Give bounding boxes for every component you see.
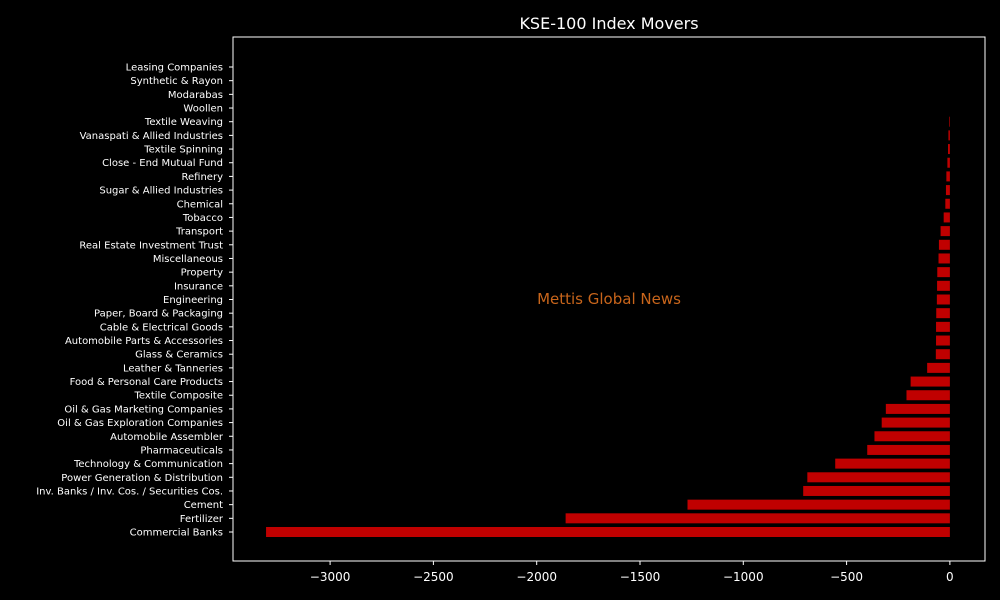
x-tick-label: −1500	[620, 570, 661, 584]
x-tick-label: −1000	[723, 570, 764, 584]
x-tick-label: −2500	[413, 570, 454, 584]
bar	[935, 349, 950, 360]
x-tick-label: −3000	[310, 570, 351, 584]
y-tick-label: Inv. Banks / Inv. Cos. / Securities Cos.	[36, 486, 223, 497]
bar	[946, 171, 950, 182]
bar	[874, 431, 950, 442]
x-tick-label: 0	[946, 570, 954, 584]
bar	[910, 376, 950, 387]
y-tick-label: Textile Composite	[134, 391, 223, 402]
y-tick-label: Tobacco	[182, 213, 223, 224]
y-tick-label: Oil & Gas Marketing Companies	[64, 404, 223, 415]
bar	[948, 130, 950, 141]
y-tick-label: Fertilizer	[180, 514, 224, 525]
bars-group	[266, 116, 950, 537]
bar	[936, 335, 950, 346]
y-tick-label: Vanaspati & Allied Industries	[80, 131, 223, 142]
bar	[949, 116, 950, 127]
y-tick-label: Close - End Mutual Fund	[102, 158, 223, 169]
bar	[835, 458, 950, 469]
y-tick-label: Textile Weaving	[144, 117, 223, 128]
bar	[938, 253, 950, 264]
y-tick-label: Automobile Parts & Accessories	[65, 336, 223, 347]
y-tick-label: Insurance	[174, 281, 223, 292]
bar	[936, 294, 950, 305]
y-tick-label: Sugar & Allied Industries	[99, 186, 223, 197]
bar	[803, 485, 950, 496]
bar	[807, 472, 950, 483]
y-tick-label: Pharmaceuticals	[140, 445, 223, 456]
bar	[565, 513, 950, 524]
bar	[937, 267, 950, 278]
y-tick-label: Modarabas	[168, 90, 223, 101]
bar	[266, 527, 950, 537]
chart-title: KSE-100 Index Movers	[519, 14, 698, 33]
watermark: Mettis Global News	[537, 290, 681, 308]
bar	[938, 239, 950, 250]
x-tick-label: −2000	[516, 570, 557, 584]
y-tick-label: Refinery	[182, 172, 224, 183]
y-tick-label: Food & Personal Care Products	[70, 377, 223, 388]
bar	[867, 444, 950, 455]
bar	[936, 308, 950, 319]
y-tick-label: Miscellaneous	[153, 254, 223, 265]
y-tick-label: Paper, Board & Packaging	[94, 309, 223, 320]
bar	[906, 390, 950, 401]
bar	[948, 144, 950, 155]
y-tick-label: Textile Spinning	[143, 145, 223, 156]
y-tick-label: Power Generation & Distribution	[61, 473, 223, 484]
y-tick-label: Leather & Tanneries	[123, 363, 223, 374]
bar	[927, 362, 950, 373]
y-tick-label: Real Estate Investment Trust	[79, 240, 223, 251]
y-tick-label: Cement	[184, 500, 223, 511]
bar	[943, 212, 950, 223]
y-tick-label: Synthetic & Rayon	[130, 76, 223, 87]
y-tick-label: Commercial Banks	[130, 528, 223, 539]
bar	[885, 403, 950, 414]
bar	[947, 157, 950, 168]
y-tick-label: Transport	[175, 227, 223, 238]
x-axis: −3000 −2500 −2000 −1500 −1000 −500 0	[310, 561, 954, 584]
y-tick-label: Engineering	[163, 295, 223, 306]
y-axis-labels: Commercial Banks Fertilizer Cement Inv. Ban…	[36, 63, 233, 539]
bar	[945, 198, 950, 209]
bar	[940, 226, 950, 237]
bar	[687, 499, 950, 510]
y-tick-label: Technology & Communication	[73, 459, 223, 470]
bar	[945, 185, 950, 196]
y-tick-label: Property	[181, 268, 223, 279]
y-tick-label: Chemical	[177, 199, 223, 210]
bar	[881, 417, 950, 428]
y-tick-label: Glass & Ceramics	[135, 350, 223, 361]
y-tick-label: Woollen	[183, 104, 223, 115]
y-tick-label: Leasing Companies	[126, 63, 223, 74]
y-tick-label: Cable & Electrical Goods	[100, 322, 223, 333]
bar	[936, 321, 950, 332]
x-tick-label: −500	[830, 570, 863, 584]
bar	[937, 280, 950, 291]
y-tick-label: Oil & Gas Exploration Companies	[57, 418, 223, 429]
y-tick-label: Automobile Assembler	[110, 432, 224, 443]
